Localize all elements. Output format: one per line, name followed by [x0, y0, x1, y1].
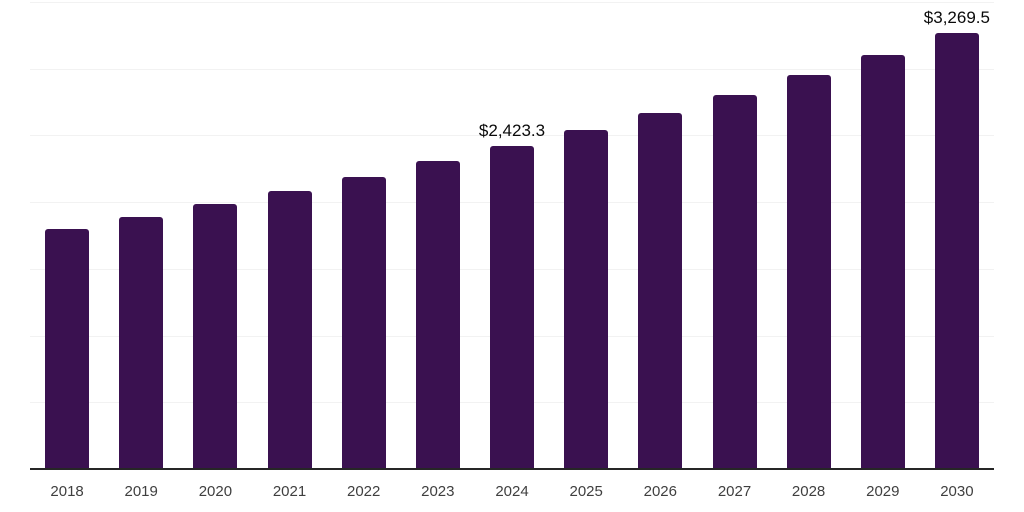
bar-2025	[564, 129, 609, 469]
x-axis-label-2019: 2019	[124, 483, 158, 500]
plot-area: $2,423.3 $3,269.5	[30, 2, 994, 469]
gridline	[30, 135, 994, 137]
x-axis-labels: 2018 2019 2020 2021 2022 2023 2024 2025 2026 2027…	[30, 484, 994, 504]
x-axis-label-2027: 2027	[717, 483, 752, 500]
bar-2027	[712, 94, 757, 469]
x-axis-label-2029: 2029	[866, 483, 900, 500]
x-axis-label-2028: 2028	[791, 483, 826, 500]
gridline	[30, 2, 994, 3]
bar-2018	[45, 229, 90, 469]
bar-2026	[638, 112, 683, 469]
bar-2022	[341, 177, 386, 469]
x-axis-label-2022: 2022	[347, 483, 381, 500]
bar-2019	[119, 216, 164, 469]
x-axis-label-2024: 2024	[495, 483, 529, 500]
x-axis-label-2026: 2026	[643, 483, 677, 500]
bar-2023	[415, 161, 460, 469]
bar-2020	[193, 204, 238, 469]
bar-2028	[786, 74, 831, 469]
x-axis-label-2020: 2020	[198, 483, 233, 500]
x-axis-label-2025: 2025	[569, 483, 603, 500]
bar-value-label-2024: $2,423.3	[478, 120, 546, 140]
x-axis-label-2021: 2021	[272, 483, 307, 500]
x-axis-label-2023: 2023	[421, 483, 455, 500]
bar-2029	[860, 55, 905, 469]
bar-2030	[934, 32, 979, 469]
x-axis-label-2018: 2018	[50, 483, 84, 500]
bar-value-label-2030: $3,269.5	[923, 7, 990, 27]
bar-2024	[490, 145, 534, 469]
bar-2021	[267, 190, 312, 469]
gridline	[30, 68, 994, 70]
x-axis-label-2030: 2030	[940, 483, 974, 500]
x-axis-line	[30, 468, 994, 470]
